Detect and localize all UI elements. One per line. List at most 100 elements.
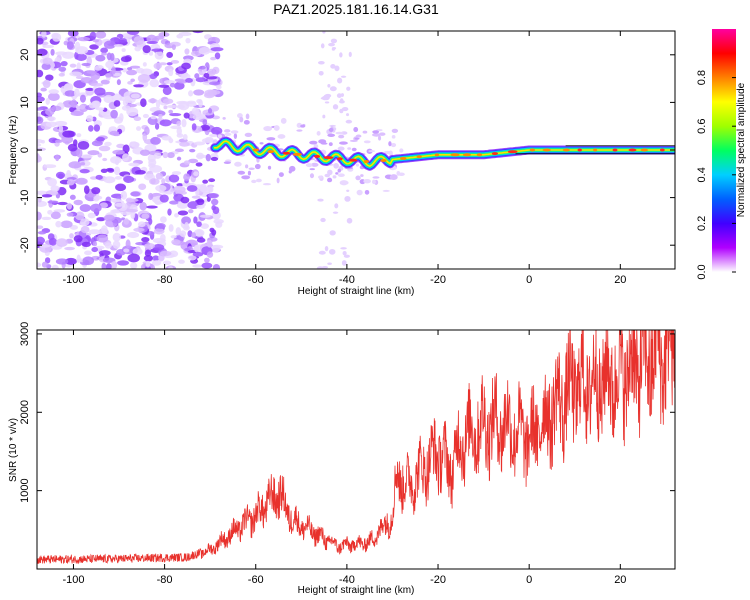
- spectrogram-x-ticks: -100 -80 -60 -40 -20 0 20: [62, 31, 626, 286]
- spectrogram-y-label: Frequency (Hz): [8, 116, 19, 185]
- spectrogram-noise-cell: [37, 143, 42, 147]
- spectrogram-noise-cell: [114, 202, 124, 207]
- spectrogram-noise-cell: [112, 232, 121, 242]
- spectrogram-noise-cell: [327, 262, 332, 265]
- spectrogram-noise-cell: [278, 172, 284, 177]
- spectrogram-noise-cell: [95, 31, 107, 39]
- spectrogram-noise-cell: [87, 212, 96, 219]
- spectrogram-noise-cell: [42, 44, 55, 49]
- spectrogram-noise-cell: [176, 120, 182, 127]
- spectrogram-noise-cell: [131, 141, 140, 148]
- spectrogram-noise-cell: [321, 95, 328, 101]
- spectrogram-noise-cell: [40, 87, 47, 92]
- spectrogram-noise-cell: [337, 146, 345, 151]
- spectrogram-noise-cell: [198, 46, 211, 55]
- spectrogram-noise-cell: [168, 224, 174, 232]
- spectrogram-noise-cell: [335, 131, 344, 135]
- spectrogram-noise-cell: [331, 47, 337, 50]
- spectrogram-noise-cell: [199, 214, 211, 218]
- spectrogram-noise-cell: [45, 108, 55, 116]
- spectrogram-noise-cell: [210, 47, 224, 52]
- spectrogram-noise-cell: [196, 237, 206, 243]
- spectrogram-noise-cell: [208, 81, 221, 86]
- spectrogram-noise-cell: [75, 53, 87, 61]
- spectrogram-noise-cell: [334, 203, 339, 209]
- spectrogram-noise-cell: [41, 194, 53, 198]
- spectrogram-noise-cell: [76, 148, 83, 158]
- spectrogram-peak-cell: [476, 153, 483, 157]
- spectrogram-noise-cell: [347, 147, 352, 150]
- spectrogram-noise-cell: [391, 135, 396, 139]
- spectrogram-noise-cell: [76, 133, 82, 138]
- spectrogram-noise-cell: [187, 230, 193, 238]
- spectrogram-noise-cell: [322, 31, 326, 34]
- spectrogram-noise-cell: [37, 153, 41, 163]
- spectrogram-noise-cell: [322, 114, 326, 119]
- spectrogram-noise-cell: [187, 255, 197, 261]
- spectrogram-peak-cell: [292, 152, 302, 156]
- spectrogram-noise-cell: [194, 244, 200, 253]
- spectrogram-noise-cell: [68, 161, 82, 169]
- spectrogram-noise-cell: [52, 32, 62, 42]
- spectrogram-noise-cell: [169, 82, 176, 88]
- spectrogram-noise-cell: [234, 161, 242, 167]
- spectrogram-noise-cell: [168, 137, 174, 144]
- spectrogram-peak-cell: [314, 154, 321, 158]
- spectrogram-noise-cell: [101, 52, 108, 56]
- spectrogram-noise-cell: [237, 170, 246, 175]
- spectrogram-noise-cell: [122, 67, 128, 73]
- spectrogram-noise-cell: [396, 170, 401, 176]
- spectrogram-noise-cell: [90, 72, 101, 80]
- spectrogram-noise-cell: [97, 152, 103, 158]
- spectrogram-noise-cell: [324, 101, 330, 104]
- spectrogram-noise-cell: [336, 93, 342, 98]
- spectrogram-noise-cell: [139, 202, 147, 211]
- spectrogram-noise-cell: [205, 76, 218, 80]
- spectrogram-noise-cell: [205, 153, 211, 162]
- x-tick-label: -40: [339, 574, 355, 586]
- spectrogram-noise-cell: [193, 89, 205, 96]
- x-tick-label: -60: [248, 274, 264, 286]
- spectrogram-noise-cell: [146, 205, 158, 209]
- spectrogram-noise-cell: [143, 255, 154, 262]
- spectrogram-noise-cell: [140, 98, 147, 108]
- spectrogram-noise-cell: [148, 73, 158, 80]
- x-tick-label: -80: [157, 274, 173, 286]
- spectrogram-noise-cell: [209, 133, 218, 138]
- spectrogram-noise-cell: [329, 230, 336, 236]
- spectrogram-noise-cell: [50, 185, 60, 192]
- spectrogram-noise-cell: [233, 133, 238, 140]
- spectrogram-noise-cell: [209, 227, 215, 233]
- snr-panel: -100 -80 -60 -40 -20 0 20 1000 2000 3000 Height …: [8, 322, 676, 596]
- spectrogram-noise-cell: [154, 123, 160, 130]
- spectrogram-noise-cell: [378, 135, 382, 141]
- spectrogram-noise-cell: [37, 112, 41, 117]
- snr-series-line: [37, 330, 675, 565]
- spectrogram-noise-cell: [104, 141, 112, 147]
- spectrogram-noise-cell: [133, 116, 142, 122]
- spectrogram-noise-cell: [54, 120, 68, 127]
- spectrogram-noise-cell: [207, 89, 221, 95]
- spectrogram-noise-cell: [55, 238, 68, 247]
- y-tick-label: -10: [19, 190, 31, 206]
- colorbar-gradient: [712, 29, 736, 272]
- spectrogram-noise-cell: [37, 196, 42, 203]
- spectrogram-noise-cell: [181, 216, 192, 225]
- spectrogram-noise-cell: [137, 221, 146, 228]
- spectrogram-noise-cell: [79, 154, 93, 159]
- spectrogram-noise-cell: [243, 119, 250, 125]
- spectrogram-noise-cell: [80, 162, 86, 166]
- x-tick-label: -100: [62, 574, 84, 586]
- spectrogram-noise-cell: [215, 221, 223, 228]
- spectrogram-noise-cell: [133, 35, 145, 45]
- y-tick-label: 3000: [19, 322, 31, 346]
- y-tick-label: 0: [19, 147, 31, 153]
- spectrogram-peak-cell: [529, 148, 536, 152]
- spectrogram-peak-cell: [542, 148, 551, 152]
- spectrogram-noise-cell: [91, 187, 101, 195]
- spectrogram-noise-cell: [126, 67, 133, 71]
- colorbar-tick-label: 0.6: [696, 119, 708, 134]
- spectrogram-noise-cell: [37, 69, 44, 78]
- spectrogram-noise-cell: [193, 141, 206, 146]
- spectrogram-noise-cell: [316, 266, 324, 269]
